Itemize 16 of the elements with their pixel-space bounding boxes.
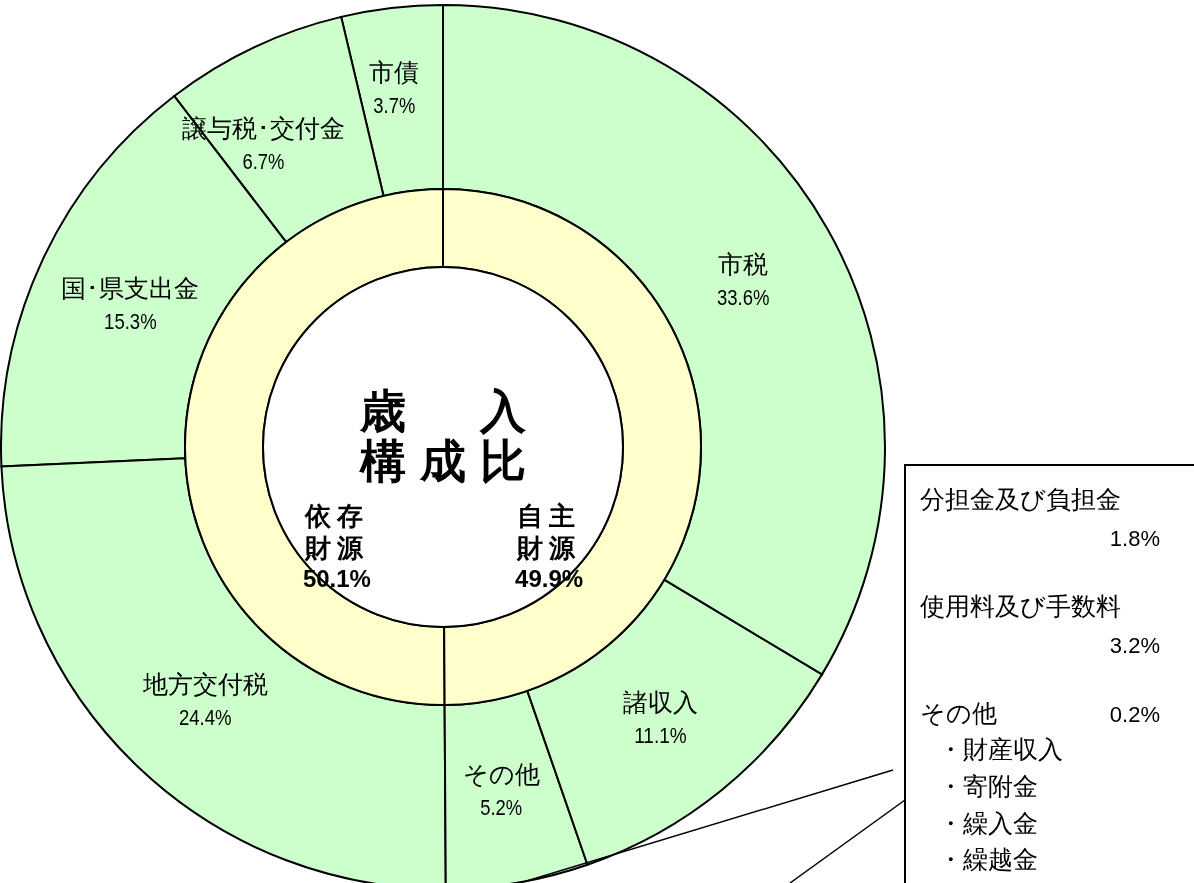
slice-label: 国･県支出金	[61, 274, 200, 303]
slice-label: 市税	[718, 250, 769, 279]
data-label: 24.4%	[179, 705, 242, 731]
data-label: 33.6%	[716, 285, 780, 311]
data-label: 6.7%	[242, 148, 293, 174]
data-label: 15.3%	[104, 309, 167, 335]
title: 歳入構成比	[360, 385, 526, 487]
slice-label: 市債	[369, 58, 420, 87]
slice-label: 自主財源	[516, 501, 582, 564]
slice-label: 地方交付税	[141, 670, 268, 699]
slice-label: その他	[462, 760, 540, 789]
slice-label: 諸収入	[622, 687, 698, 716]
data-label: 3.7%	[373, 93, 424, 119]
slice-label: 依存財源	[303, 501, 369, 564]
data-label: 5.2%	[480, 795, 531, 821]
data-label: 11.1%	[634, 722, 695, 748]
